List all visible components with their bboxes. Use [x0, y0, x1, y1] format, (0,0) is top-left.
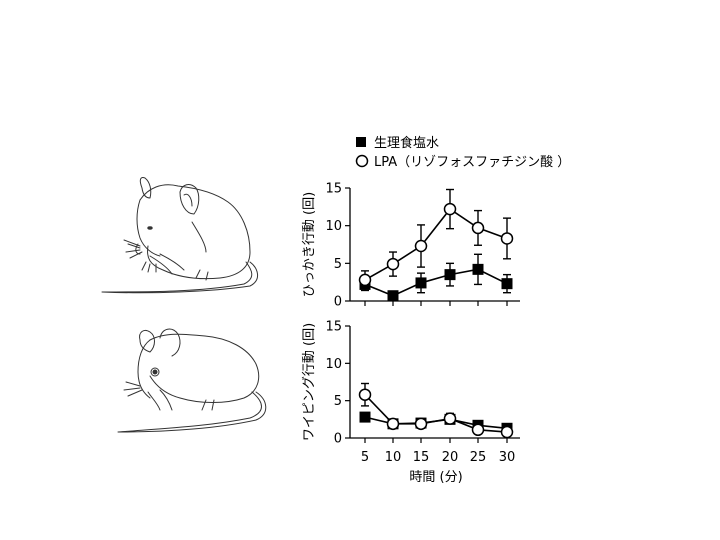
data-point-circle — [500, 425, 514, 439]
y-tick-label: 0 — [334, 432, 342, 447]
legend: 生理食塩水 LPA（リゾフォスファチジン酸 ） — [355, 135, 570, 170]
y-tick-label: 5 — [334, 394, 342, 409]
legend-label-saline: 生理食塩水 — [374, 135, 439, 151]
y-tick-label: 15 — [325, 182, 342, 197]
x-axis-label: 時間 (分) — [409, 470, 462, 485]
x-tick-label: 5 — [361, 450, 369, 465]
data-point-circle — [443, 412, 457, 425]
x-tick-label: 20 — [442, 450, 459, 465]
series-lpa — [358, 188, 514, 290]
series-lpa — [358, 382, 514, 439]
data-point-square — [359, 411, 371, 423]
chart-panel-2: 0 5 10 15 5 10 15 20 25 30 ワイピング行動 (回) 時間 (分) — [302, 320, 520, 485]
mouse-scratching-illustration — [101, 177, 258, 294]
data-point-square — [387, 290, 399, 302]
x-tick-label: 25 — [470, 450, 487, 465]
series-line — [364, 268, 508, 297]
series-saline — [359, 253, 513, 302]
chart-panel-1: 0 5 10 15 ひっかき行動 (回) — [302, 182, 520, 310]
data-point-square — [444, 269, 456, 281]
charts: 0 5 10 15 ひっかき行動 (回) 0 5 10 15 5 10 15 20 25 30 ワイピング行動… — [302, 182, 520, 485]
y-tick-label: 10 — [325, 357, 342, 372]
data-point-square — [415, 277, 427, 289]
data-point-circle — [443, 202, 457, 216]
data-point-circle — [386, 257, 400, 271]
legend-marker-saline — [356, 137, 366, 147]
data-point-square — [501, 278, 513, 290]
mouse-wiping-illustration — [117, 328, 267, 433]
legend-marker-lpa — [355, 154, 369, 168]
data-point-circle — [471, 221, 485, 235]
data-point-circle — [358, 273, 372, 287]
y-tick-label: 10 — [325, 219, 342, 234]
data-point-circle — [386, 417, 400, 431]
data-point-square — [472, 263, 484, 275]
x-tick-label: 10 — [385, 450, 402, 465]
data-point-circle — [471, 423, 485, 437]
y-tick-label: 15 — [325, 320, 342, 335]
y-axis-label: ワイピング行動 (回) — [302, 323, 317, 441]
y-axis-label: ひっかき行動 (回) — [302, 192, 317, 297]
x-tick-label: 15 — [413, 450, 430, 465]
y-tick-label: 0 — [334, 295, 342, 310]
legend-label-lpa: LPA（リゾフォスファチジン酸 ） — [374, 155, 570, 170]
y-tick-label: 5 — [334, 257, 342, 272]
data-point-circle — [358, 388, 372, 401]
data-point-circle — [414, 417, 428, 431]
series-line — [364, 416, 508, 430]
x-tick-label: 30 — [499, 450, 516, 465]
data-point-circle — [500, 232, 514, 245]
series-line — [364, 208, 508, 281]
data-point-circle — [414, 239, 428, 253]
